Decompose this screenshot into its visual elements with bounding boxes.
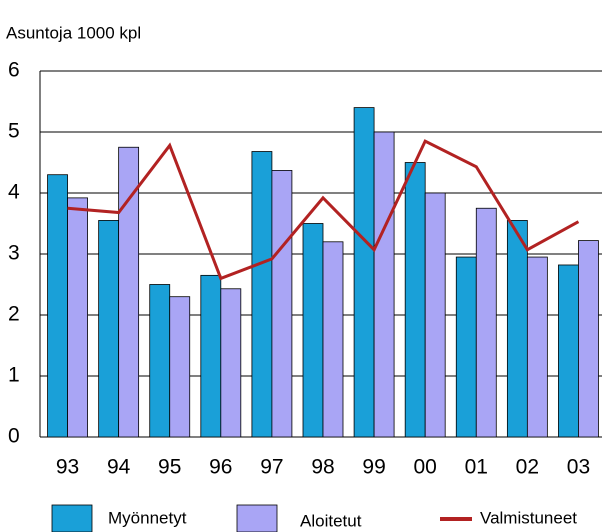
legend-label: Myönnetyt [108,508,187,527]
bar [558,264,579,438]
bar [118,146,140,438]
bar [322,241,344,438]
x-tick-label: 99 [362,456,385,479]
x-tick-label: 01 [465,456,488,479]
bar [404,162,426,438]
bar [578,240,599,438]
bar [353,107,375,438]
x-tick-label: 96 [209,456,232,479]
bar [271,170,293,438]
x-tick-label: 03 [567,456,590,479]
y-tick-label: 5 [8,120,20,143]
x-tick-label: 00 [414,456,437,479]
x-tick-label: 95 [158,456,181,479]
bar [47,174,68,438]
chart-title: Asuntoja 1000 kpl [6,23,141,42]
x-tick-label: 98 [311,456,334,479]
bar [455,256,477,438]
bar [506,220,528,438]
bar [98,220,120,438]
bar [373,131,395,438]
y-tick-label: 1 [8,364,20,387]
legend-label: Valmistuneet [480,508,577,527]
bar [251,151,273,438]
x-tick-label: 97 [260,456,283,479]
line-series [67,139,580,281]
bar [424,192,446,438]
bar [220,288,242,438]
y-tick-label: 2 [8,303,20,326]
bar [169,296,191,438]
legend-label: Aloitetut [300,511,362,530]
bar [475,207,497,438]
y-tick-label: 3 [8,242,20,265]
legend-swatch [51,504,93,532]
y-tick-label: 0 [8,425,20,448]
bar [302,223,324,438]
bar [149,284,171,438]
bar [200,274,222,438]
y-tick-label: 6 [8,59,20,82]
bar [526,256,548,438]
y-tick-label: 4 [8,181,20,204]
x-tick-label: 94 [107,456,131,479]
bar [67,197,88,438]
x-tick-label: 93 [56,456,79,479]
x-tick-label: 02 [516,456,539,479]
legend-swatch [236,504,278,532]
